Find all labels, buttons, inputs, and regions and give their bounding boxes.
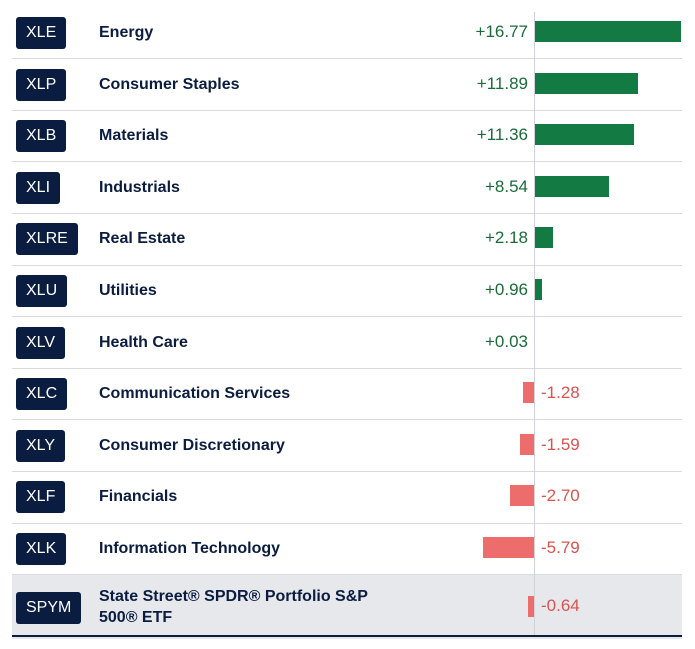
table-row: XLU Utilities +0.96 [12,265,682,316]
value-bar [534,72,639,94]
value-label: -0.64 [541,595,580,615]
value-bar [483,537,534,558]
zero-axis-line [534,12,535,636]
table-row: XLY Consumer Discretionary -1.59 [12,420,682,471]
value-label: +16.77 [475,22,528,41]
ticker-badge: XLV [16,326,66,359]
value-label: -1.28 [541,383,580,403]
ticker-badge: XLK [16,533,67,565]
row-divider [12,522,682,524]
sector-name: Information Technology [99,540,281,557]
row-divider [12,419,682,421]
sector-name: Financials [99,488,178,506]
value-bar [520,433,534,455]
ticker-badge: XLC [16,378,68,411]
sector-name: Real Estate [99,230,186,248]
value-bar [528,595,534,617]
sector-name: Health Care [99,333,188,351]
value-label: +0.03 [484,331,528,351]
sector-name: Energy [99,24,154,41]
table-row: XLB Materials +11.36 [12,110,682,161]
table-bottom-rule [12,635,682,637]
table-row: XLRE Real Estate +2.18 [12,213,682,264]
ticker-badge: XLU [16,275,68,307]
ticker-badge: XLI [16,171,61,204]
value-label: +11.89 [476,73,528,93]
value-label: -1.59 [541,434,580,454]
sector-name: Consumer Discretionary [99,436,285,454]
row-divider [12,264,682,266]
table-row: XLC Communication Services -1.28 [12,368,682,419]
row-divider [12,212,682,214]
value-bar [534,21,681,42]
row-divider [12,58,682,60]
table-row: XLP Consumer Staples +11.89 [12,59,682,110]
table-row: XLF Financials -2.70 [12,471,682,522]
row-divider [12,367,682,369]
ticker-badge: XLB [16,120,67,153]
ticker-badge: XLF [16,481,66,514]
row-divider [12,470,682,472]
value-bar [510,485,534,507]
value-bar [534,175,609,197]
value-bar [522,382,534,404]
sector-name: Consumer Staples [99,75,240,93]
table-row: XLK Information Technology -5.79 [12,523,682,574]
value-label: +11.36 [476,125,528,145]
sector-name: State Street® SPDR® Portfolio S&P 500® E… [99,587,368,626]
value-bar [534,227,554,249]
value-label: +2.18 [484,228,528,248]
row-divider [12,161,682,163]
value-label: +8.54 [484,176,528,196]
sector-name: Materials [99,127,169,145]
value-label: +0.96 [484,280,528,299]
value-bar [534,124,634,146]
ticker-badge: XLE [16,17,67,49]
sector-name: Utilities [99,282,157,299]
ticker-badge: XLP [16,68,67,101]
sector-name: Communication Services [99,385,291,403]
sector-name: Industrials [99,178,180,196]
ticker-badge: XLY [16,429,66,462]
ticker-badge: SPYM [16,591,82,624]
value-label: -5.79 [541,538,580,557]
ticker-badge: XLRE [16,223,78,256]
row-divider [12,316,682,318]
value-label: -2.70 [541,486,580,506]
row-divider [12,109,682,111]
value-bar [534,279,543,300]
table-row: SPYM State Street® SPDR® Portfolio S&P 50… [12,574,682,639]
table-row: XLE Energy +16.77 [12,7,682,58]
table-row: XLV Health Care +0.03 [12,317,682,368]
table-row: XLI Industrials +8.54 [12,162,682,213]
